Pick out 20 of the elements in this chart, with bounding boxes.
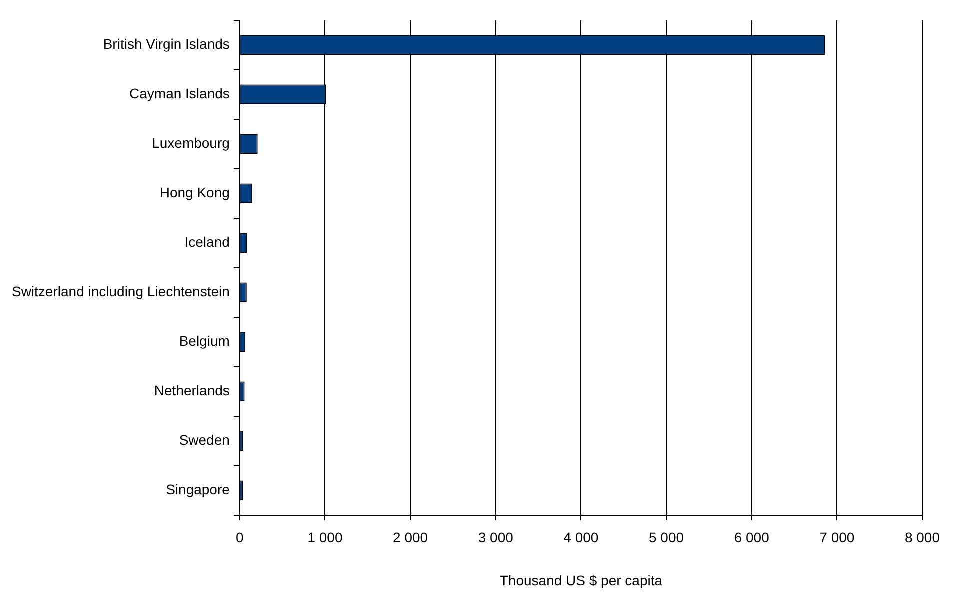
x-tick-label: 8 000 (904, 530, 940, 546)
y-tick-label: Switzerland including Liechtenstein (12, 284, 230, 300)
y-tick-label: Sweden (179, 432, 230, 448)
x-tick-label: 0 (236, 530, 244, 546)
y-tick-label: Netherlands (154, 382, 230, 399)
y-tick-label: Luxembourg (152, 135, 230, 152)
y-tick-label: Iceland (184, 234, 230, 250)
x-tick-label: 3 000 (478, 530, 514, 546)
x-tick-label: 2 000 (393, 530, 428, 546)
y-tick-label: Belgium (179, 333, 230, 350)
x-tick-label: 6 000 (734, 530, 770, 546)
y-tick-label: Singapore (166, 482, 230, 498)
x-axis-title: Thousand US $ per capita (500, 572, 663, 588)
y-tick-label: British Virgin Islands (103, 36, 230, 52)
x-tick-label: 1 000 (308, 530, 343, 546)
x-tick-label: 4 000 (564, 530, 599, 546)
y-tick-label: Cayman Islands (130, 86, 230, 102)
x-tick-label: 7 000 (820, 530, 855, 546)
x-tick-label: 5 000 (648, 530, 684, 546)
y-tick-label: Hong Kong (160, 184, 230, 201)
